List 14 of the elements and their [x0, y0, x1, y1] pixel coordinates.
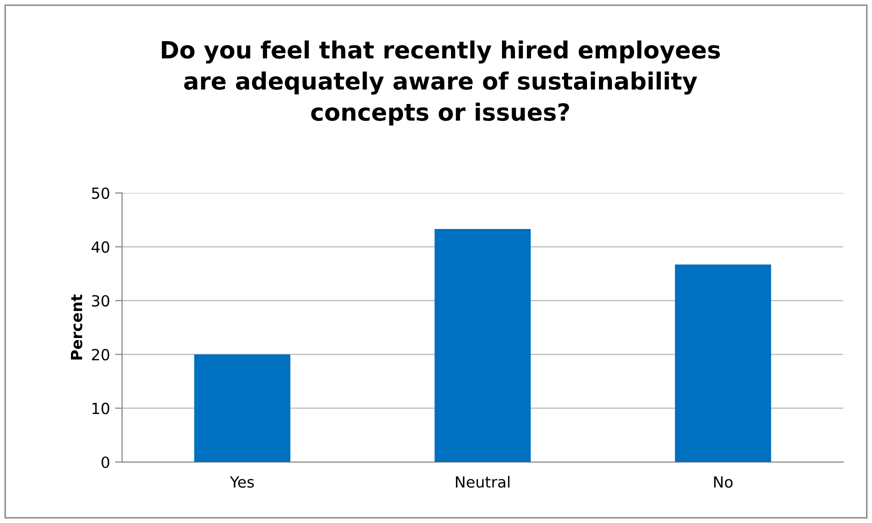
x-tick-label: Neutral [456, 476, 510, 488]
y-tick-label: 10 [92, 402, 110, 414]
y-tick-label: 40 [92, 241, 110, 253]
x-tick-label: No [714, 476, 733, 488]
chart-title: Do you feel that recently hired employees are adequately aware of sustainability concepts or issues? [162, 40, 720, 126]
y-axis-title: Percent [70, 294, 82, 360]
bar [434, 229, 531, 462]
y-tick-label: 20 [92, 348, 110, 360]
y-tick-label: 0 [102, 456, 110, 468]
y-tick-label: 30 [92, 295, 110, 307]
bar [674, 264, 772, 462]
y-tick-label: 50 [92, 187, 110, 200]
x-tick-label: Yes [230, 476, 254, 488]
bar [194, 354, 290, 462]
